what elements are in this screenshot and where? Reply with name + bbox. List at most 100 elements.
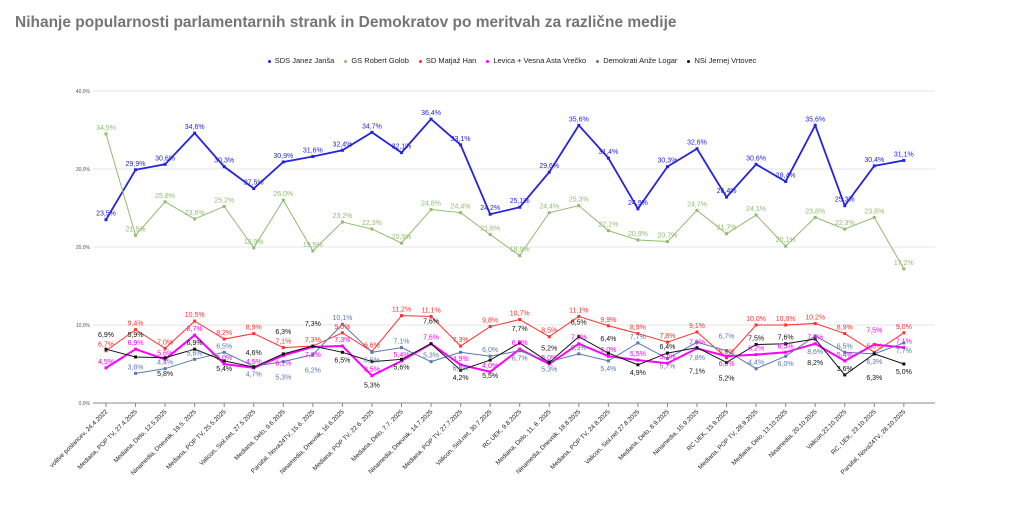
data-label: 5,3%: [541, 367, 557, 374]
data-point: [754, 343, 758, 346]
data-label: 7,1%: [394, 339, 410, 346]
data-label: 24,8%: [421, 201, 441, 208]
data-point: [163, 356, 167, 360]
legend-label: GS Robert Golob: [351, 56, 409, 65]
data-point: [843, 350, 847, 354]
x-tick-label: Mediana, Delo, 12.5.2025: [113, 408, 169, 464]
data-point: [754, 367, 758, 371]
data-label: 10,0%: [776, 316, 796, 323]
data-point: [193, 347, 197, 351]
data-label: 5,3%: [423, 353, 439, 360]
data-point: [577, 335, 581, 339]
data-point: [222, 359, 226, 363]
data-point: [636, 207, 640, 211]
data-label: 7,6%: [571, 335, 587, 342]
data-point: [193, 357, 197, 361]
data-label: 4,4%: [748, 360, 764, 367]
data-label: 5,9%: [128, 332, 144, 339]
data-point: [547, 335, 551, 339]
data-label: 7,2%: [305, 352, 321, 359]
data-label: 8,9%: [837, 325, 853, 332]
data-label: 10,7%: [510, 311, 530, 318]
data-point: [636, 341, 640, 345]
x-tick-label: Mediana, Delo, 9.6.2025: [233, 408, 287, 462]
data-point: [311, 353, 315, 357]
data-label: 4,4%: [157, 360, 173, 367]
data-point: [636, 238, 640, 242]
data-label: 8,2%: [216, 330, 232, 337]
data-label: 35,6%: [569, 116, 589, 123]
data-point: [636, 332, 640, 336]
data-label: 11,1%: [421, 307, 440, 314]
data-label: 9,0%: [896, 324, 912, 331]
data-label: 25,3%: [835, 197, 855, 204]
data-label: 32,6%: [687, 140, 707, 147]
legend-marker-icon: [486, 59, 490, 63]
data-label: 8,5%: [541, 328, 557, 335]
data-label: 9,0%: [334, 324, 350, 331]
data-point: [518, 205, 522, 209]
data-point: [725, 360, 729, 364]
data-point: [665, 361, 669, 365]
data-label: 4,7%: [246, 371, 262, 378]
data-point: [134, 233, 138, 237]
series-line: [105, 333, 904, 377]
data-label: 35,6%: [805, 116, 825, 123]
data-label: 26,0%: [273, 191, 293, 198]
data-label: 4,2%: [453, 375, 469, 382]
data-point: [784, 350, 788, 354]
data-point: [725, 232, 729, 236]
data-point: [488, 212, 492, 216]
data-point: [488, 325, 492, 329]
data-label: 31,4%: [598, 149, 618, 156]
data-point: [340, 331, 344, 335]
data-point: [695, 208, 699, 212]
data-label: 20,9%: [628, 231, 648, 238]
legend-marker-icon: [596, 59, 600, 63]
data-point: [606, 229, 610, 233]
data-label: 3,8%: [128, 364, 144, 371]
chart-title: Nihanje popularnosti parlamentarnih stra…: [15, 14, 677, 31]
data-label: 7,6%: [807, 335, 823, 342]
data-label: 23,8%: [864, 208, 884, 215]
legend-item: GS Robert Golob: [344, 56, 409, 65]
data-point: [872, 343, 876, 346]
y-tick-label: 30,0%: [76, 167, 91, 173]
data-point: [163, 357, 167, 361]
data-label: 6,3%: [866, 359, 882, 366]
data-label: 7,1%: [689, 369, 705, 376]
data-point: [872, 215, 876, 219]
data-label: 27,5%: [244, 180, 264, 187]
x-tick-label: Mediana, POP TV, 27.4.2025: [76, 408, 139, 471]
data-label: 24,4%: [451, 204, 471, 211]
data-point: [902, 331, 906, 335]
data-point: [340, 344, 344, 348]
data-point: [163, 200, 167, 204]
data-label: 3,6%: [837, 366, 853, 373]
data-point: [754, 162, 758, 166]
data-label: 6,7%: [512, 356, 528, 363]
data-point: [429, 360, 433, 364]
data-label: 23,5%: [96, 211, 116, 218]
data-point: [902, 158, 906, 162]
data-point: [459, 363, 463, 367]
x-tick-label: Mediana, POP TV, 24.8.2025: [549, 408, 612, 471]
data-label: 6,0%: [719, 361, 735, 368]
y-tick-label: 10,0%: [76, 323, 91, 329]
data-point: [813, 334, 817, 338]
data-label: 6,9%: [187, 340, 203, 347]
data-point: [134, 347, 138, 351]
data-label: 6,9%: [512, 340, 528, 347]
data-label: 9,4%: [128, 321, 144, 328]
data-label: 5,3%: [364, 383, 380, 390]
data-label: 23,6%: [185, 210, 205, 217]
data-point: [104, 366, 108, 370]
data-label: 5,2%: [541, 345, 557, 352]
data-point: [547, 170, 551, 174]
data-point: [193, 319, 197, 323]
data-label: 32,1%: [392, 144, 412, 151]
data-point: [872, 352, 876, 356]
data-label: 6,0%: [778, 361, 794, 368]
data-label: 5,4%: [837, 352, 853, 359]
data-point: [725, 356, 729, 360]
